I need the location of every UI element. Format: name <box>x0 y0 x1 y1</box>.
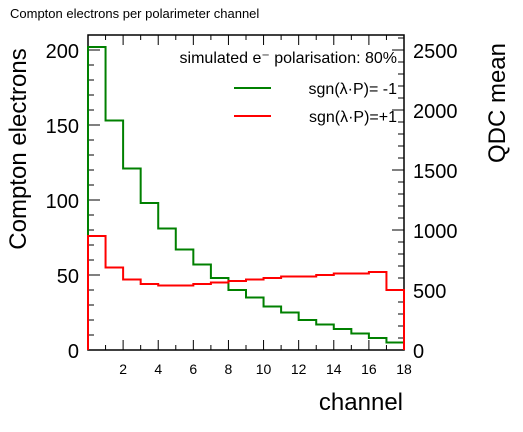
positive-bin-7 <box>193 284 211 350</box>
x-tick-label: 18 <box>396 361 412 377</box>
positive-bin-11 <box>264 278 282 350</box>
positive-bin-3 <box>123 280 141 351</box>
x-axis-label: channel <box>319 389 403 416</box>
right-tick-label: 0 <box>413 341 424 363</box>
x-tick-label: 14 <box>326 361 342 377</box>
right-tick-label: 1500 <box>413 161 458 183</box>
legend-header: simulated e⁻ polarisation: 80% <box>180 50 397 67</box>
right-tick-label: 500 <box>413 281 446 303</box>
series-positive-polarisation <box>87 235 405 350</box>
legend-entry-1: sgn(λ·P)= -1 <box>309 81 398 98</box>
x-tick-label: 4 <box>154 361 162 377</box>
positive-bin-1 <box>88 236 106 350</box>
right-tick-label: 2500 <box>413 41 458 63</box>
left-ticks: 0 50 100 150 200 <box>46 34 100 363</box>
left-tick-label: 100 <box>46 191 79 213</box>
x-tick-label: 2 <box>119 361 127 377</box>
legend-entry-2: sgn(λ·P)=+1 <box>309 109 397 126</box>
positive-bin-17 <box>369 272 387 350</box>
x-ticks: 2 4 6 8 10 12 14 16 18 <box>105 35 412 377</box>
left-axis-label: Compton electrons <box>5 48 32 249</box>
positive-bin-14 <box>316 275 334 350</box>
x-tick-label: 10 <box>256 361 272 377</box>
right-tick-label: 1000 <box>413 221 458 243</box>
positive-bin-8 <box>211 283 229 351</box>
chart-title: Compton electrons per polarimeter channe… <box>10 6 259 21</box>
right-tick-label: 2000 <box>413 101 458 123</box>
positive-bin-12 <box>281 277 299 351</box>
right-ticks: 0 500 1000 1500 2000 2500 <box>392 37 458 363</box>
positive-bin-16 <box>351 274 369 351</box>
left-tick-label: 150 <box>46 116 79 138</box>
x-tick-label: 12 <box>291 361 307 377</box>
right-axis-label: QDC mean <box>484 43 511 163</box>
legend: simulated e⁻ polarisation: 80% sgn(λ·P)=… <box>180 50 398 126</box>
left-tick-label: 50 <box>57 266 79 288</box>
positive-bin-5 <box>158 286 176 351</box>
x-tick-label: 8 <box>225 361 233 377</box>
positive-bin-10 <box>246 280 264 351</box>
positive-bin-2 <box>106 268 124 351</box>
x-tick-label: 16 <box>361 361 377 377</box>
positive-bin-9 <box>228 281 246 350</box>
left-tick-label: 0 <box>68 341 79 363</box>
positive-bin-15 <box>334 274 352 351</box>
positive-bin-13 <box>299 277 317 351</box>
positive-bin-4 <box>141 284 159 350</box>
x-tick-label: 6 <box>189 361 197 377</box>
positive-bin-6 <box>176 286 194 351</box>
series-negative-polarisation <box>87 46 405 350</box>
left-tick-label: 200 <box>46 41 79 63</box>
plot-area: 2 4 6 8 10 12 14 16 18 0 50 100 150 200 0 500 1000 1500… <box>46 34 458 377</box>
positive-bin-18 <box>386 290 404 350</box>
series-layer <box>87 46 405 351</box>
